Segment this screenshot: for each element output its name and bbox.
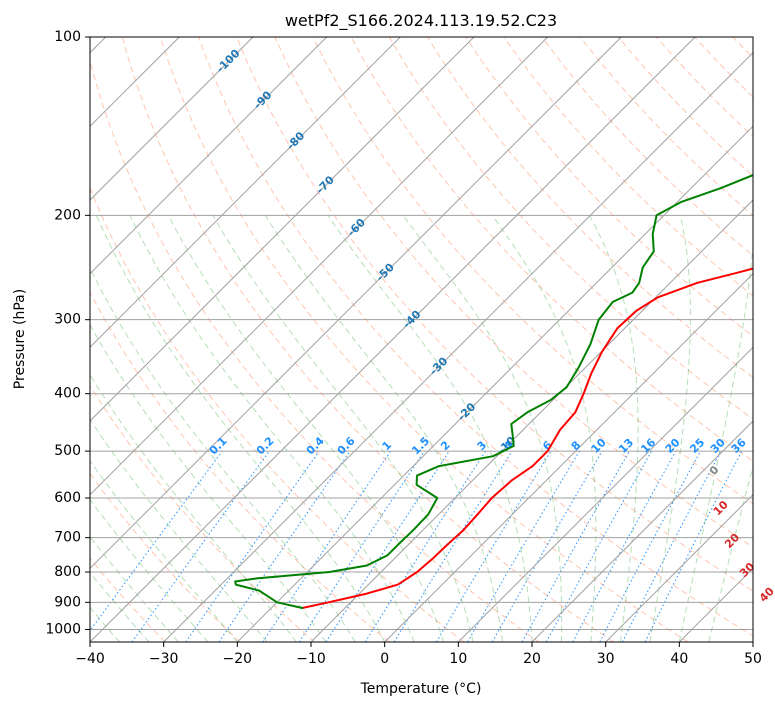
moist-adiabat-line (402, 215, 563, 642)
dry-adiabat-line (771, 37, 775, 642)
moist-adiabat-line (129, 215, 415, 642)
plot-background (90, 37, 753, 642)
moist-adiabat-line (90, 418, 268, 642)
isotherm-gridlines (90, 37, 753, 642)
dry-adiabat-line (274, 37, 753, 548)
x-axis-label: Temperature (°C) (360, 681, 482, 697)
moist-adiabat-line (678, 239, 753, 642)
mixing-ratio-line (393, 450, 513, 642)
isotherm-line (752, 641, 753, 642)
y-tick-label: 600 (54, 490, 81, 506)
y-tick-label: 900 (54, 594, 81, 610)
isotherm-line (531, 420, 753, 642)
mixing-ratio-line (521, 450, 630, 642)
moist-adiabat-line (90, 498, 209, 642)
isotherm-line (90, 37, 549, 496)
x-tick-label: −20 (223, 651, 253, 667)
dry-adiabat-line (236, 37, 753, 592)
y-tick-label: 800 (54, 564, 81, 580)
mixing-ratio-line (298, 450, 425, 642)
moist-adiabat-label: 40 (757, 584, 775, 604)
x-tick-label: 30 (597, 651, 615, 667)
isotherm-line (457, 346, 753, 642)
y-tick-label: 300 (54, 312, 81, 328)
dry-adiabat-line (426, 37, 753, 378)
isotherm-line (90, 37, 328, 275)
dry-adiabat-line (90, 472, 241, 642)
y-axis-label: Pressure (hPa) (12, 289, 28, 389)
moist-adiabat-line (327, 215, 533, 642)
mixing-ratio-line (325, 450, 450, 642)
y-tick-label: 1000 (45, 621, 81, 637)
mixing-ratio-line (90, 450, 223, 632)
y-axis: 100 200 300 400 500 600 700 800 900 1000 (45, 29, 90, 637)
isotherm-line (384, 272, 753, 642)
dry-adiabat-line (121, 37, 614, 642)
mixing-ratio-line (131, 450, 270, 642)
isotherm-line (90, 37, 401, 349)
dry-adiabat-line (90, 384, 316, 642)
moist-adiabat-line (649, 215, 691, 642)
isotherm-line (90, 37, 696, 642)
dry-adiabat-line (503, 37, 753, 297)
moist-adiabat-line (90, 373, 297, 642)
x-tick-label: −40 (75, 651, 105, 667)
dry-adiabat-line (159, 37, 689, 642)
isobar-gridlines (90, 37, 753, 630)
y-tick-label: 100 (54, 29, 81, 45)
isotherm-line (236, 125, 753, 642)
x-tick-label: 20 (523, 651, 541, 667)
moist-adiabat-line (264, 215, 503, 642)
x-tick-label: −30 (149, 651, 179, 667)
x-axis: −40 −30 −20 −10 0 10 20 30 40 50 (75, 642, 762, 667)
chart-title: wetPf2_S166.2024.113.19.52.C23 (285, 11, 557, 31)
isotherm-line (310, 199, 753, 642)
dry-adiabat-line (388, 37, 753, 420)
moist-adiabat-line (589, 215, 639, 642)
x-tick-label: −10 (296, 651, 326, 667)
y-tick-label: 400 (54, 386, 81, 402)
moist-adiabat-line (90, 460, 238, 642)
x-tick-label: 40 (670, 651, 688, 667)
moist-adiabat-line (95, 215, 386, 642)
moist-adiabat-line (90, 323, 327, 642)
x-tick-label: 0 (380, 651, 389, 667)
mixing-ratio-line (644, 450, 743, 642)
sounding-series (234, 174, 753, 609)
mixing-ratio-line (218, 450, 351, 642)
y-tick-label: 200 (54, 207, 81, 223)
y-tick-label: 700 (54, 530, 81, 546)
mixing-ratio-lines (90, 450, 743, 642)
mixing-ratio-line (262, 450, 392, 642)
isotherm-line (163, 51, 753, 642)
moist-adiabat-line (90, 266, 356, 642)
x-tick-label: 50 (744, 651, 762, 667)
dry-adiabat-line (312, 37, 753, 505)
x-tick-label: 10 (449, 651, 467, 667)
isotherm-line (90, 37, 622, 570)
isotherm-line (90, 37, 254, 201)
isotherm-line (605, 493, 753, 642)
temperature-profile-line (301, 267, 753, 609)
mixing-ratio-line (185, 450, 320, 642)
dewpoint-profile-line (234, 174, 753, 609)
mixing-ratio-line (545, 450, 653, 642)
mixing-ratio-line (572, 450, 677, 642)
plot-frame (89, 36, 754, 643)
isotherm-line (90, 37, 475, 422)
moist-adiabats (90, 215, 753, 642)
dry-adiabat-line (350, 37, 753, 462)
dry-adiabat-line (465, 37, 753, 338)
moist-adiabat-line (212, 215, 474, 642)
dry-adiabat-line (90, 186, 465, 642)
moist-adiabat-line (491, 215, 597, 642)
y-tick-label: 500 (54, 443, 81, 459)
dry-adiabat-line (90, 59, 540, 642)
